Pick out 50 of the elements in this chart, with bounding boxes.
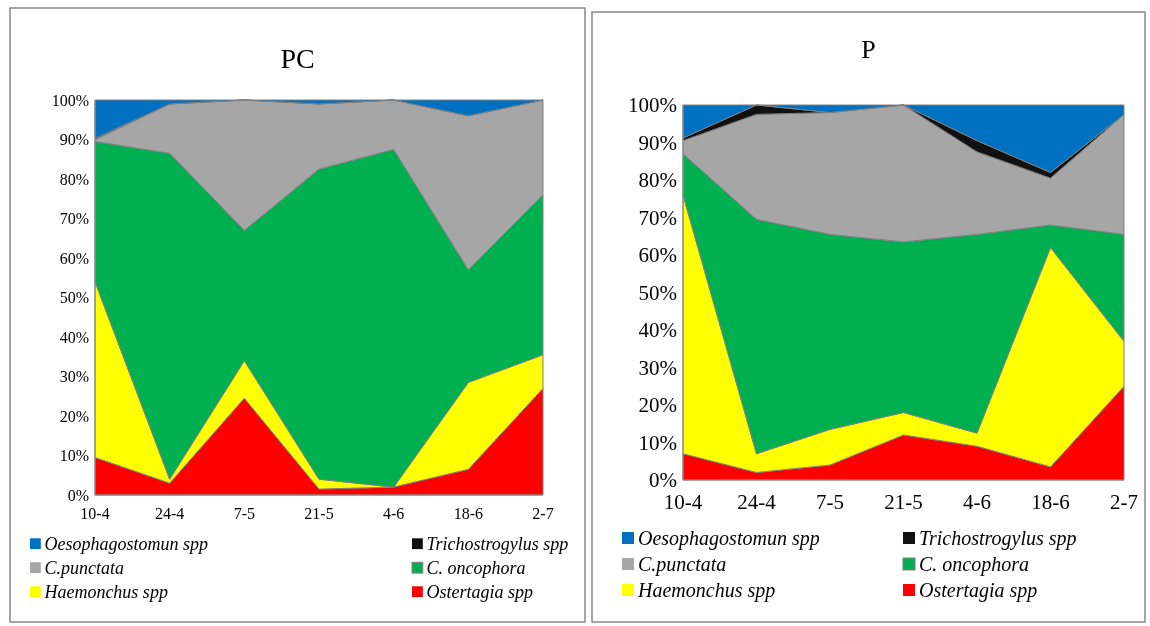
y-tick-label: 0% — [649, 468, 677, 493]
y-tick-label: 90% — [638, 130, 677, 155]
legend-label: C.punctata — [44, 558, 124, 578]
y-tick-label: 20% — [59, 407, 89, 425]
y-tick-label: 70% — [638, 205, 677, 230]
y-tick-label: 20% — [638, 393, 677, 418]
legend-label: C.punctata — [638, 553, 727, 576]
y-tick-label: 100% — [51, 91, 89, 109]
y-tick-label: 10% — [59, 447, 89, 465]
y-tick-label: 40% — [638, 318, 677, 343]
x-tick-label: 7-5 — [816, 490, 844, 514]
x-tick-label: 18-6 — [453, 505, 483, 522]
x-tick-label: 21-5 — [884, 490, 923, 514]
x-tick-label: 2-7 — [532, 505, 554, 522]
x-tick-label: 21-5 — [304, 505, 334, 522]
y-tick-label: 70% — [59, 210, 89, 228]
y-tick-label: 100% — [628, 93, 677, 118]
y-tick-label: 80% — [59, 170, 89, 188]
legend-label: Ostertagia spp — [919, 579, 1038, 602]
y-tick-label: 0% — [67, 486, 89, 504]
y-tick-label: 40% — [59, 328, 89, 346]
y-tick-label: 30% — [59, 368, 89, 386]
legend-label: Oesophagostomun spp — [44, 534, 208, 554]
y-tick-label: 50% — [638, 280, 677, 305]
legend-label: Ostertagia spp — [426, 582, 533, 602]
x-tick-label: 24-4 — [737, 490, 777, 514]
x-tick-label: 7-5 — [233, 505, 255, 522]
y-tick-label: 30% — [638, 355, 677, 380]
chart-title: PC — [280, 43, 315, 74]
y-tick-label: 90% — [59, 131, 89, 149]
x-tick-label: 2-7 — [1110, 490, 1138, 514]
legend-label: Oesophagostomun spp — [638, 527, 820, 550]
y-tick-label: 10% — [638, 430, 677, 455]
legend-label: C. oncophora — [426, 558, 526, 578]
legend-label: Trichostrogylus spp — [919, 527, 1077, 550]
legend-label: Trichostrogylus spp — [426, 534, 569, 554]
x-tick-label: 4-6 — [963, 490, 991, 514]
legend-label: Haemonchus spp — [637, 579, 776, 602]
x-tick-label: 24-4 — [155, 505, 185, 522]
x-tick-label: 4-6 — [383, 505, 405, 522]
x-tick-label: 10-4 — [663, 490, 703, 514]
x-tick-label: 10-4 — [80, 505, 110, 522]
y-tick-label: 80% — [638, 168, 677, 193]
chart-title: P — [861, 35, 876, 64]
y-tick-label: 60% — [59, 249, 89, 267]
y-tick-label: 50% — [59, 289, 89, 307]
legend-label: Haemonchus spp — [43, 582, 168, 602]
x-tick-label: 18-6 — [1031, 490, 1070, 514]
y-tick-label: 60% — [638, 243, 677, 268]
legend-label: C. oncophora — [919, 553, 1029, 576]
